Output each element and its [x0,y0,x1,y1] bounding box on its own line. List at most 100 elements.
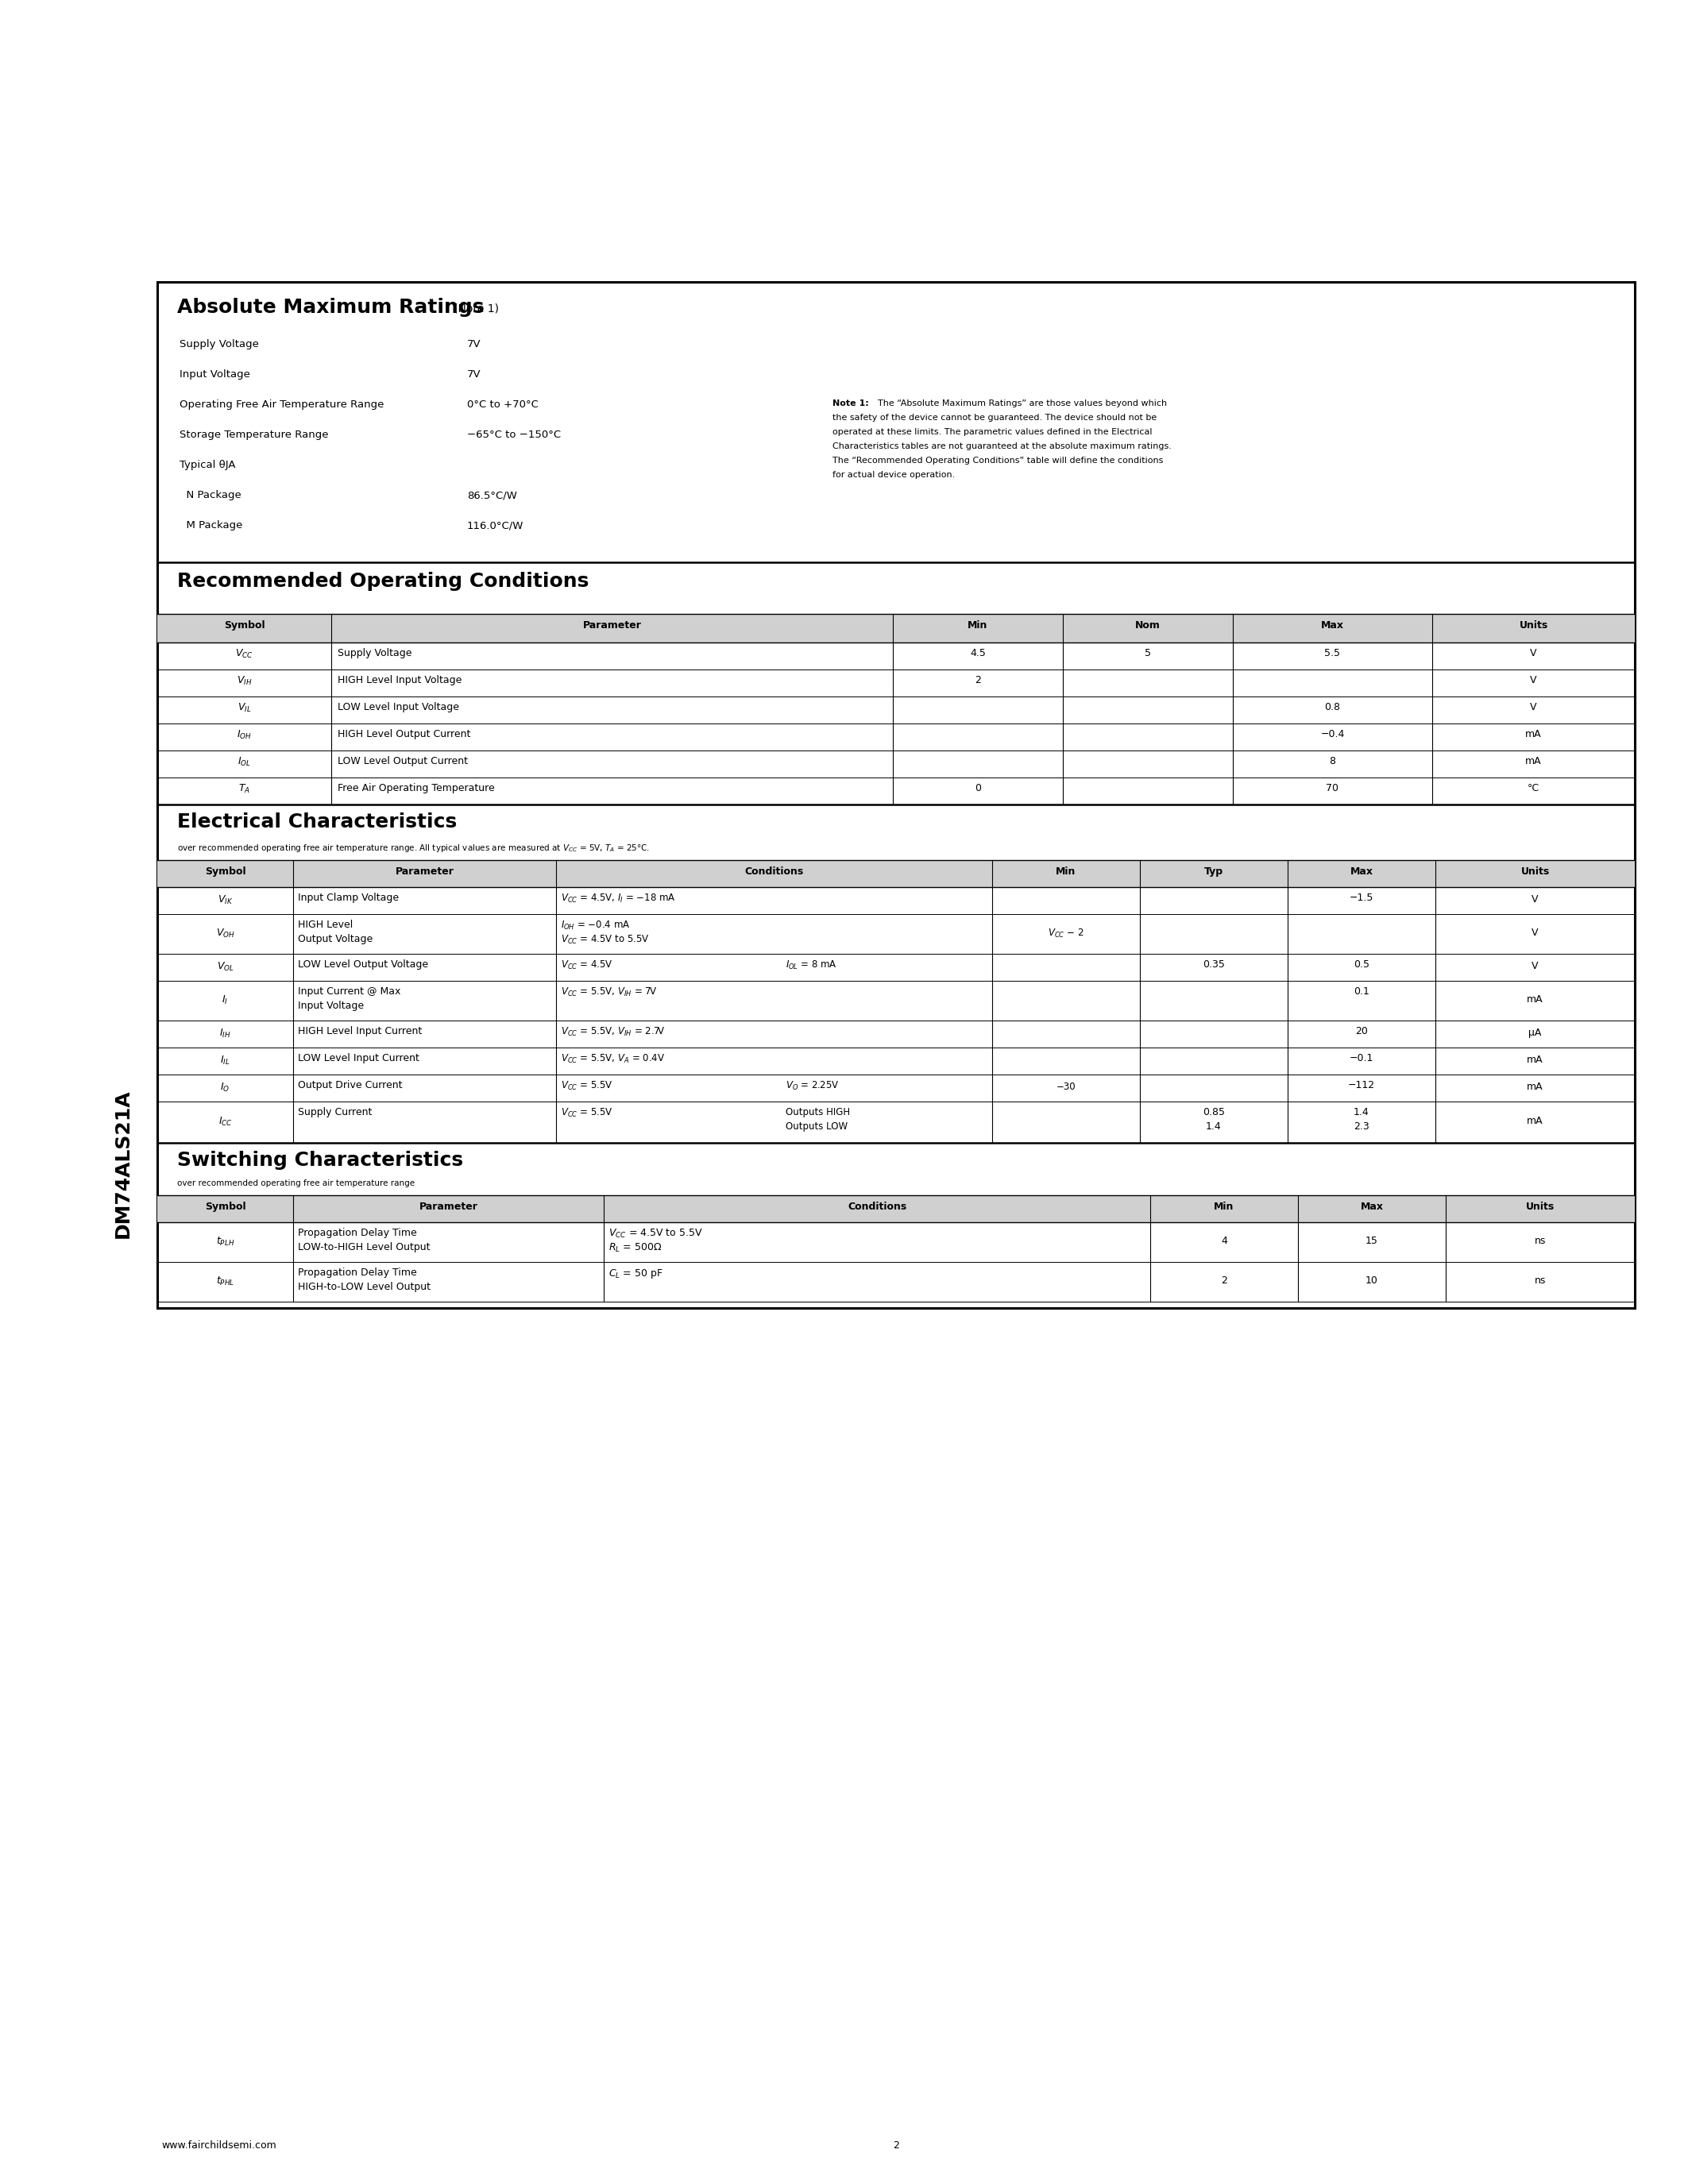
Text: Conditions: Conditions [847,1201,906,1212]
Text: Supply Voltage: Supply Voltage [338,649,412,657]
Text: Units: Units [1521,867,1550,876]
Text: the safety of the device cannot be guaranteed. The device should not be: the safety of the device cannot be guara… [832,413,1156,422]
Text: $V_{IK}$: $V_{IK}$ [218,893,233,906]
Text: mA: mA [1528,1081,1543,1092]
Text: 0.35: 0.35 [1202,959,1225,970]
Text: $I_{CC}$: $I_{CC}$ [218,1116,233,1127]
Text: 7V: 7V [468,369,481,380]
Text: $I_{IL}$: $I_{IL}$ [219,1055,230,1066]
Text: $V_{OH}$: $V_{OH}$ [216,928,235,939]
Text: $V_{IL}$: $V_{IL}$ [238,701,252,714]
Text: Units: Units [1519,620,1548,631]
Text: 4: 4 [1220,1236,1227,1247]
Text: Operating Free Air Temperature Range: Operating Free Air Temperature Range [179,400,383,411]
Text: −30: −30 [1057,1081,1075,1092]
Text: Max: Max [1361,1201,1384,1212]
Text: $V_{CC}$ − 2: $V_{CC}$ − 2 [1048,928,1084,939]
Text: Typ: Typ [1204,867,1224,876]
Text: Input Current @ Max: Input Current @ Max [297,987,400,996]
Text: Parameter: Parameter [395,867,454,876]
Text: Output Drive Current: Output Drive Current [297,1081,402,1090]
Text: 116.0°C/W: 116.0°C/W [468,520,523,531]
Text: Min: Min [1057,867,1077,876]
Text: $V_{CC}$ = 5.5V, $V_{IH}$ = 7V: $V_{CC}$ = 5.5V, $V_{IH}$ = 7V [560,987,657,998]
Text: $I_{OL}$: $I_{OL}$ [238,756,252,769]
Text: HIGH-to-LOW Level Output: HIGH-to-LOW Level Output [297,1282,430,1293]
Text: −112: −112 [1349,1081,1376,1090]
Text: Min: Min [1214,1201,1234,1212]
Text: 20: 20 [1355,1026,1367,1037]
Text: LOW Level Input Current: LOW Level Input Current [297,1053,419,1064]
Text: (Note 1): (Note 1) [454,304,500,314]
Text: ns: ns [1534,1236,1546,1247]
Text: 70: 70 [1327,784,1339,793]
Text: $V_{CC}$ = 5.5V, $V_A$ = 0.4V: $V_{CC}$ = 5.5V, $V_A$ = 0.4V [560,1053,665,1066]
Text: $T_A$: $T_A$ [238,784,250,795]
Text: $V_{CC}$: $V_{CC}$ [235,649,253,660]
Text: Supply Current: Supply Current [297,1107,371,1118]
Text: $I_I$: $I_I$ [223,994,228,1007]
Text: −0.1: −0.1 [1349,1053,1374,1064]
Text: Symbol: Symbol [204,1201,246,1212]
Text: LOW-to-HIGH Level Output: LOW-to-HIGH Level Output [297,1243,430,1251]
Text: mA: mA [1526,729,1541,740]
Text: The “Recommended Operating Conditions” table will define the conditions: The “Recommended Operating Conditions” t… [832,456,1163,465]
Text: V: V [1531,961,1538,972]
Text: Supply Voltage: Supply Voltage [179,339,258,349]
Text: V: V [1529,649,1536,657]
Text: $I_O$: $I_O$ [221,1081,230,1094]
Text: 2.3: 2.3 [1354,1120,1369,1131]
Text: −65°C to −150°C: −65°C to −150°C [468,430,560,439]
Text: 5.5: 5.5 [1325,649,1340,657]
Text: 0.5: 0.5 [1354,959,1369,970]
Text: Max: Max [1350,867,1372,876]
Text: 8: 8 [1330,756,1335,767]
Text: mA: mA [1526,756,1541,767]
Text: Nom: Nom [1134,620,1161,631]
Text: $V_{CC}$ = 4.5V to 5.5V: $V_{CC}$ = 4.5V to 5.5V [560,935,650,946]
Text: $V_{IH}$: $V_{IH}$ [236,675,252,688]
Text: Storage Temperature Range: Storage Temperature Range [179,430,329,439]
Text: Symbol: Symbol [225,620,265,631]
Text: N Package: N Package [179,489,241,500]
Text: 2: 2 [1220,1275,1227,1286]
Text: The “Absolute Maximum Ratings” are those values beyond which: The “Absolute Maximum Ratings” are those… [873,400,1166,408]
Text: mA: mA [1528,1055,1543,1066]
Text: Note 1:: Note 1: [832,400,869,408]
Text: 15: 15 [1366,1236,1377,1247]
Text: 0: 0 [974,784,981,793]
Text: $I_{IH}$: $I_{IH}$ [219,1029,231,1040]
Text: Switching Characteristics: Switching Characteristics [177,1151,463,1171]
Text: M Package: M Package [179,520,243,531]
Text: 1.4: 1.4 [1205,1120,1222,1131]
Text: $V_{CC}$ = 5.5V, $V_{IH}$ = 2.7V: $V_{CC}$ = 5.5V, $V_{IH}$ = 2.7V [560,1026,665,1037]
Text: $t_{PLH}$: $t_{PLH}$ [216,1236,235,1247]
Text: $V_{CC}$ = 4.5V, $I_I$ = −18 mA: $V_{CC}$ = 4.5V, $I_I$ = −18 mA [560,893,675,904]
Text: 2: 2 [974,675,981,686]
Text: Output Voltage: Output Voltage [297,935,373,943]
Text: $V_O$ = 2.25V: $V_O$ = 2.25V [785,1081,839,1092]
Text: 7V: 7V [468,339,481,349]
Text: Input Voltage: Input Voltage [179,369,250,380]
Text: 5: 5 [1144,649,1151,657]
Text: LOW Level Output Current: LOW Level Output Current [338,756,468,767]
Text: 1.4: 1.4 [1354,1107,1369,1118]
Text: °C: °C [1528,784,1539,793]
Bar [157,1195,1634,1223]
Text: Typical θJA: Typical θJA [179,461,236,470]
Text: HIGH Level: HIGH Level [297,919,353,930]
Text: 2: 2 [893,2140,900,2151]
Text: Units: Units [1526,1201,1555,1212]
Text: Parameter: Parameter [582,620,641,631]
Text: $t_{PHL}$: $t_{PHL}$ [216,1275,235,1286]
Text: HIGH Level Input Voltage: HIGH Level Input Voltage [338,675,463,686]
Text: HIGH Level Input Current: HIGH Level Input Current [297,1026,422,1037]
Text: −1.5: −1.5 [1349,893,1374,902]
Text: V: V [1531,893,1538,904]
Text: Conditions: Conditions [744,867,803,876]
Text: Max: Max [1322,620,1344,631]
Text: $C_L$ = 50 pF: $C_L$ = 50 pF [608,1267,663,1280]
Text: 0.1: 0.1 [1354,987,1369,996]
Text: Propagation Delay Time: Propagation Delay Time [297,1227,417,1238]
Text: $V_{CC}$ = 4.5V to 5.5V: $V_{CC}$ = 4.5V to 5.5V [608,1227,702,1241]
